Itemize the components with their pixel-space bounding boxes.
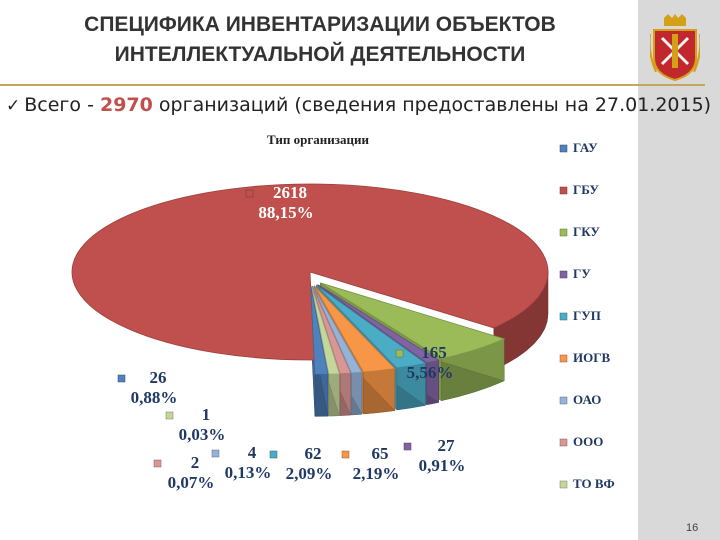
slide-title-line-2: ИНТЕЛЛЕКТУАЛЬНОЙ ДЕЯТЕЛЬНОСТИ	[114, 43, 526, 66]
label-marker-ГКУ	[395, 349, 404, 358]
label-marker-ГУП	[269, 450, 278, 459]
legend-label-ООО: ООО	[573, 434, 603, 449]
data-label-percent-ГУП: 2,09%	[286, 464, 333, 483]
legend-label-ГАУ: ГАУ	[573, 140, 598, 155]
pie-slices	[71, 183, 549, 417]
pie-slice-ГБУ	[71, 183, 549, 361]
summary-prefix: Всего -	[24, 94, 100, 116]
saint-petersburg-coat-of-arms-icon	[650, 14, 700, 82]
label-marker-ГУ	[403, 442, 412, 451]
data-label-value-ИОГВ: 65	[372, 444, 389, 463]
legend-label-ТО ВФ: ТО ВФ	[573, 476, 615, 491]
checkmark-icon: ✓	[6, 96, 21, 116]
slide-title-line-1: СПЕЦИФИКА ИНВЕНТАРИЗАЦИИ ОБЪЕКТОВ	[84, 13, 556, 36]
summary-count: 2970	[99, 94, 153, 116]
chart-legend: ГАУ ГБУ ГКУ ГУ ГУП ИОГВ ОАО ООО ТО ВФ	[559, 140, 615, 491]
label-marker-ГБУ	[245, 189, 254, 198]
legend-swatch-ИОГВ	[559, 354, 568, 363]
label-marker-ГАУ	[117, 374, 126, 383]
legend-label-ГУП: ГУП	[573, 308, 601, 323]
data-label-percent-ГБУ: 88,15%	[258, 203, 313, 222]
legend-label-ГУ: ГУ	[573, 266, 591, 281]
label-marker-ООО	[153, 459, 162, 468]
label-marker-ИОГВ	[341, 450, 350, 459]
data-label-percent-ООО: 0,07%	[168, 473, 215, 492]
data-label-value-ГАУ: 26	[150, 368, 167, 387]
pie-slice-ИОГВ	[314, 285, 396, 373]
data-label-value-ТО ВФ: 1	[202, 405, 211, 424]
label-marker-ТО ВФ	[165, 411, 174, 420]
legend-swatch-ТО ВФ	[559, 480, 568, 489]
legend-label-ГКУ: ГКУ	[573, 224, 600, 239]
pie-slice-ГУП	[316, 284, 427, 369]
legend-swatch-ООО	[559, 438, 568, 447]
legend-swatch-ГБУ	[559, 186, 568, 195]
pie-slice-ГАУ	[310, 286, 329, 375]
title-divider	[0, 84, 705, 86]
legend-swatch-ГУП	[559, 312, 568, 321]
data-label-value-ГУП: 62	[305, 444, 322, 463]
legend-swatch-ОАО	[559, 396, 568, 405]
right-decor-strip	[638, 0, 720, 540]
legend-swatch-ГКУ	[559, 228, 568, 237]
data-label-percent-ГАУ: 0,88%	[131, 388, 178, 407]
pie-slice-ГУ	[317, 284, 440, 364]
page-number: 16	[686, 522, 699, 534]
pie-slice-ОАО	[312, 285, 363, 374]
summary-suffix: организаций (сведения предоставлены на 2…	[152, 94, 712, 116]
pie-slice-ТО ВФ	[311, 286, 340, 375]
data-label-value-ГУ: 27	[438, 436, 456, 455]
legend-swatch-ГАУ	[559, 144, 568, 153]
legend-label-ГБУ: ГБУ	[573, 182, 599, 197]
data-label-percent-ГУ: 0,91%	[419, 456, 466, 475]
pie-slice-ООО	[311, 286, 352, 375]
data-label-percent-ИОГВ: 2,19%	[353, 464, 400, 483]
legend-label-ИОГВ: ИОГВ	[573, 350, 610, 365]
legend-swatch-ГУ	[559, 270, 568, 279]
data-label-value-ОАО: 4	[248, 443, 257, 462]
data-label-percent-ОАО: 0,13%	[225, 463, 272, 482]
legend-label-ОАО: ОАО	[573, 392, 601, 407]
chart-title: Тип организации	[267, 132, 369, 147]
data-label-value-ГКУ: 165	[421, 343, 447, 362]
data-label-value-ГБУ: 2618	[273, 183, 307, 202]
summary-line: ✓ Всего - 2970 организаций (сведения пред…	[6, 94, 716, 116]
slide-title: СПЕЦИФИКА ИНВЕНТАРИЗАЦИИ ОБЪЕКТОВ ИНТЕЛЛ…	[10, 10, 630, 70]
data-label-value-ООО: 2	[191, 453, 200, 472]
data-label-percent-ТО ВФ: 0,03%	[179, 425, 226, 444]
label-marker-ОАО	[211, 449, 220, 458]
data-label-percent-ГКУ: 5,56%	[407, 363, 454, 382]
pie-slice-ГКУ	[320, 282, 506, 360]
